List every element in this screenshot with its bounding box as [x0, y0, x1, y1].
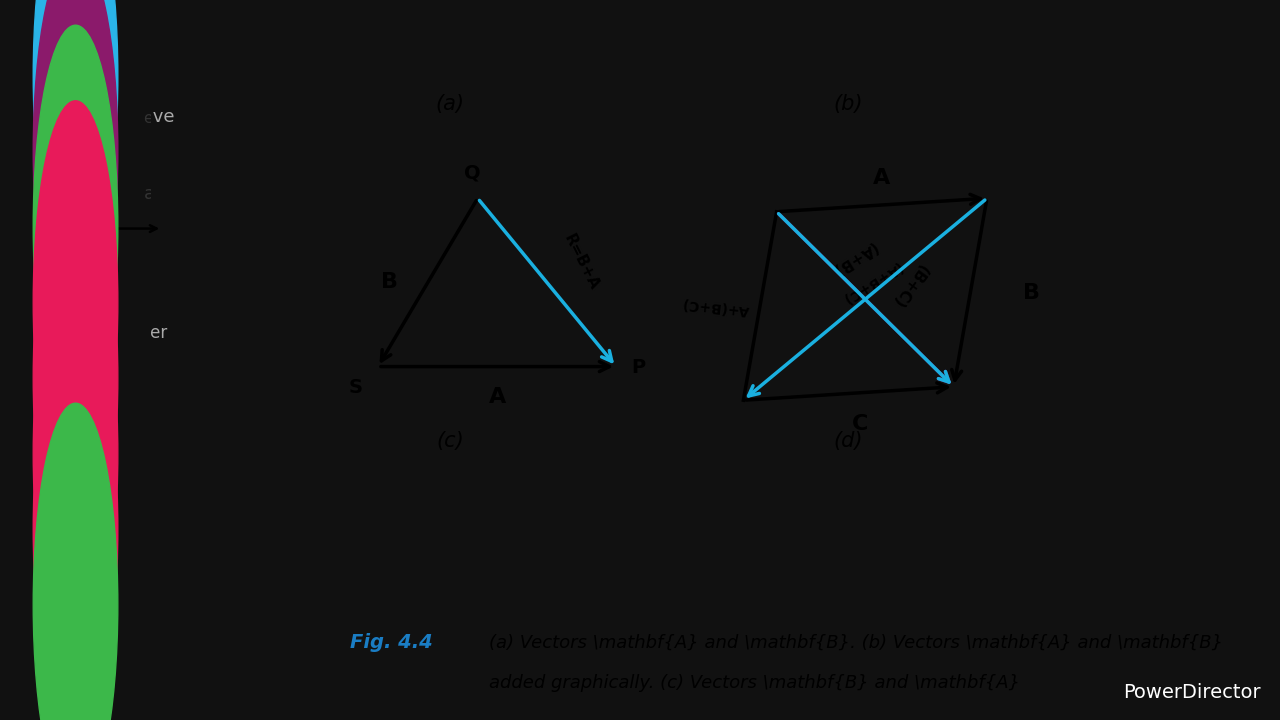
Text: as: as — [106, 155, 129, 174]
Text: (a) Vectors \mathbf{A} and \mathbf{B}. (b) Vectors \mathbf{A} and \mathbf{B}: (a) Vectors \mathbf{A} and \mathbf{B}. (… — [489, 634, 1222, 652]
Text: B: B — [1023, 282, 1039, 302]
Circle shape — [33, 25, 118, 428]
Text: (A+B+C): (A+B+C) — [838, 258, 904, 306]
Text: (a): (a) — [435, 94, 465, 114]
Text: PowerDirector: PowerDirector — [1123, 683, 1261, 702]
Circle shape — [33, 0, 118, 353]
Circle shape — [33, 0, 118, 277]
Text: added graphically. (c) Vectors \mathbf{B} and \mathbf{A}: added graphically. (c) Vectors \mathbf{B… — [489, 674, 1020, 692]
Text: (c): (c) — [436, 431, 463, 451]
Text: A+(B+C): A+(B+C) — [681, 295, 750, 317]
Text: (A+B): (A+B) — [829, 240, 879, 279]
Text: (B+C): (B+C) — [888, 261, 931, 310]
Text: as: as — [143, 185, 164, 203]
Circle shape — [33, 101, 118, 504]
Text: B: B — [380, 272, 398, 292]
Text: egative: egative — [143, 112, 201, 126]
Text: C: C — [851, 414, 868, 433]
Text: (d): (d) — [833, 431, 863, 451]
Text: A: A — [873, 168, 891, 188]
Text: Fig. 4.4: Fig. 4.4 — [351, 633, 433, 652]
Text: S: S — [349, 379, 362, 397]
Text: egative: egative — [106, 109, 174, 127]
Text: rs after: rs after — [106, 324, 166, 342]
Text: A: A — [489, 387, 506, 407]
Circle shape — [33, 328, 118, 720]
Text: (b): (b) — [833, 94, 863, 114]
Text: r 2.: r 2. — [106, 270, 134, 288]
Text: R=B+A: R=B+A — [561, 232, 602, 293]
Text: Q: Q — [463, 163, 480, 182]
Circle shape — [33, 176, 118, 580]
Text: P: P — [631, 359, 645, 377]
Circle shape — [33, 403, 118, 720]
Circle shape — [33, 252, 118, 655]
